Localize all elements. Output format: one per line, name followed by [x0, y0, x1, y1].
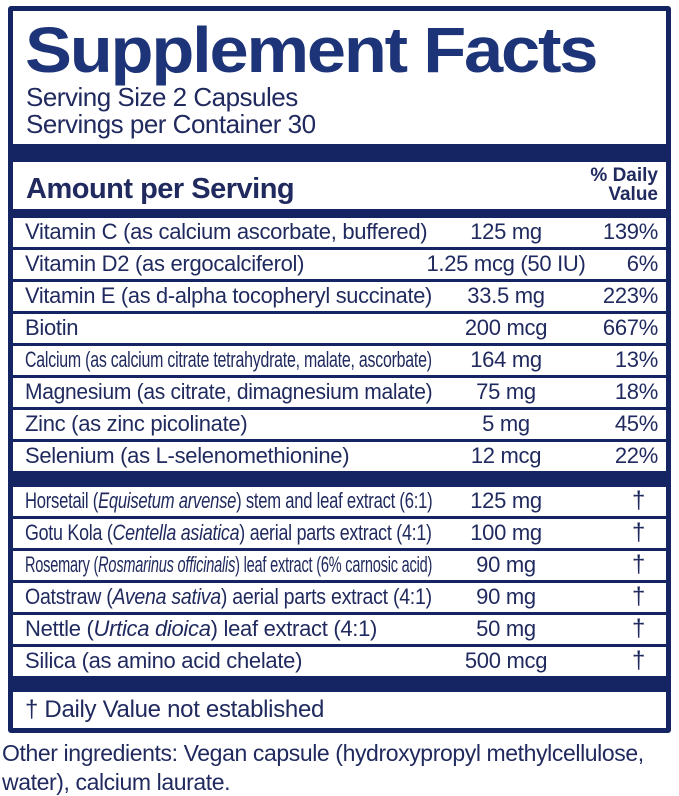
daily-value-footnote: † Daily Value not established: [25, 695, 325, 723]
table-row: Gotu Kola (Centella asiatica) aerial par…: [13, 519, 666, 551]
row-label: Oatstraw (Avena sativa) aerial parts ext…: [25, 584, 432, 610]
table-row: Horsetail (Equisetum arvense) stem and l…: [13, 487, 666, 519]
row-label: Vitamin D2 (as ergocalciferol): [25, 251, 305, 277]
row-amount: 90 mg: [476, 584, 536, 610]
row-daily-value: †: [631, 615, 645, 643]
table-row: Rosemary (Rosmarinus officinalis) leaf e…: [13, 551, 666, 583]
row-daily-value: 223%: [602, 283, 658, 309]
row-daily-value: †: [631, 519, 645, 547]
servings-per-container: Servings per Container 30: [26, 108, 316, 139]
daily-value-header-line2: Value: [608, 183, 658, 205]
row-label: Magnesium (as citrate, dimagnesium malat…: [25, 379, 433, 405]
row-amount: 1.25 mcg (50 IU): [426, 251, 586, 277]
row-amount: 200 mcg: [464, 315, 548, 341]
row-daily-value: 45%: [614, 411, 658, 437]
header-divider-bar: [13, 143, 666, 162]
row-amount: 125 mg: [470, 219, 542, 245]
row-label: Calcium (as calcium citrate tetrahydrate…: [25, 347, 432, 373]
daily-value-header-line1: % Daily: [590, 164, 658, 186]
table-row: Oatstraw (Avena sativa) aerial parts ext…: [13, 583, 666, 615]
amount-per-serving-header: Amount per Serving: [26, 172, 295, 205]
row-amount: 75 mg: [476, 379, 536, 405]
table-row: Magnesium (as citrate, dimagnesium malat…: [13, 378, 666, 410]
table-row: Zinc (as zinc picolinate) 5 mg 45%: [13, 410, 666, 442]
botanical-table: Horsetail (Equisetum arvense) stem and l…: [13, 487, 666, 676]
row-label: Silica (as amino acid chelate): [25, 648, 303, 674]
supplement-facts-title: Supplement Facts: [25, 14, 598, 86]
row-daily-value: 22%: [614, 443, 658, 469]
row-daily-value: 13%: [614, 347, 658, 373]
table-row: Calcium (as calcium citrate tetrahydrate…: [13, 346, 666, 378]
row-label: Vitamin C (as calcium ascorbate, buffere…: [25, 219, 428, 245]
row-daily-value: †: [631, 487, 645, 515]
row-amount: 90 mg: [476, 552, 536, 578]
footnote-divider-bar: [13, 675, 666, 692]
nutrient-table: Vitamin C (as calcium ascorbate, buffere…: [13, 218, 666, 471]
row-amount: 33.5 mg: [467, 283, 545, 309]
row-label: Zinc (as zinc picolinate): [25, 411, 248, 437]
table-row: Vitamin C (as calcium ascorbate, buffere…: [13, 218, 666, 250]
row-label: Rosemary (Rosmarinus officinalis) leaf e…: [25, 552, 433, 578]
supplement-facts-panel: Supplement Facts Serving Size 2 Capsules…: [8, 6, 671, 733]
row-label: Gotu Kola (Centella asiatica) aerial par…: [25, 520, 432, 546]
row-daily-value: 6%: [626, 251, 659, 277]
table-row: Biotin 200 mcg 667%: [13, 314, 666, 346]
row-amount: 164 mg: [470, 347, 542, 373]
table-row: Vitamin E (as d-alpha tocopheryl succina…: [13, 282, 666, 314]
row-label: Selenium (as L-selenomethionine): [25, 443, 350, 469]
botanical-section-divider-bar: [13, 470, 666, 487]
table-row: Selenium (as L-selenomethionine) 12 mcg 22…: [13, 442, 666, 471]
other-ingredients-text: Other ingredients: Vegan capsule (hydrox…: [2, 739, 644, 795]
row-amount: 125 mg: [470, 488, 542, 514]
row-amount: 100 mg: [470, 520, 542, 546]
row-daily-value: †: [631, 647, 645, 675]
table-row: Vitamin D2 (as ergocalciferol) 1.25 mcg (…: [13, 250, 666, 282]
row-amount: 50 mg: [476, 616, 536, 642]
row-daily-value: 139%: [602, 219, 658, 245]
row-amount: 5 mg: [482, 411, 530, 437]
row-daily-value: 18%: [614, 379, 658, 405]
serving-size: Serving Size 2 Capsules: [26, 81, 298, 112]
table-row: Nettle (Urtica dioica) leaf extract (4:1…: [13, 615, 666, 647]
row-amount: 500 mcg: [464, 648, 548, 674]
daily-value-header: % Daily Value: [590, 166, 658, 206]
row-label: Vitamin E (as d-alpha tocopheryl succina…: [25, 283, 433, 309]
serving-info: Serving Size 2 Capsules Servings per Con…: [26, 81, 666, 139]
amount-header-row: Amount per Serving % Daily Value: [13, 162, 666, 209]
row-daily-value: †: [631, 583, 645, 611]
row-amount: 12 mcg: [470, 443, 542, 469]
row-label: Horsetail (Equisetum arvense) stem and l…: [25, 488, 433, 514]
table-row: Silica (as amino acid chelate) 500 mcg †: [13, 647, 666, 676]
row-label: Nettle (Urtica dioica) leaf extract (4:1…: [25, 616, 378, 642]
row-daily-value: 667%: [602, 315, 658, 341]
column-header-divider-bar: [13, 208, 666, 218]
row-daily-value: †: [631, 551, 645, 579]
row-label: Biotin: [25, 315, 79, 341]
